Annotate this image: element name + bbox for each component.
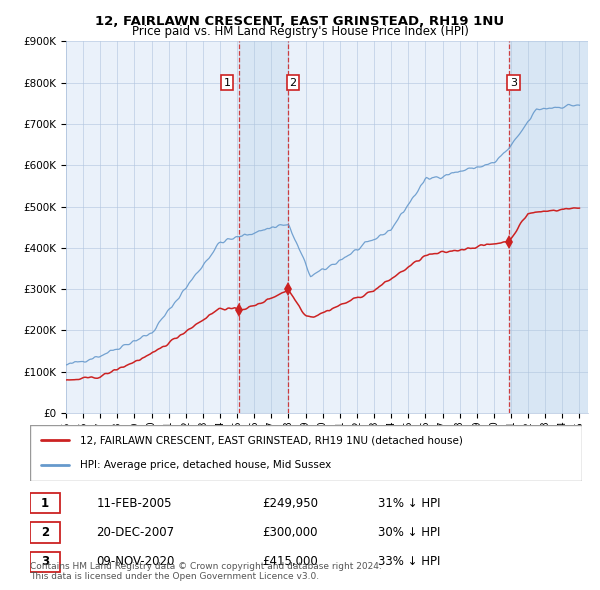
Bar bbox=[30, 552, 61, 572]
Text: £300,000: £300,000 bbox=[262, 526, 317, 539]
Text: 3: 3 bbox=[41, 555, 49, 568]
Text: 11-FEB-2005: 11-FEB-2005 bbox=[96, 497, 172, 510]
Text: 33% ↓ HPI: 33% ↓ HPI bbox=[378, 555, 440, 568]
Text: 3: 3 bbox=[510, 78, 517, 87]
Text: Price paid vs. HM Land Registry's House Price Index (HPI): Price paid vs. HM Land Registry's House … bbox=[131, 25, 469, 38]
Text: 1: 1 bbox=[224, 78, 230, 87]
Bar bbox=[30, 493, 61, 513]
Text: 31% ↓ HPI: 31% ↓ HPI bbox=[378, 497, 440, 510]
Text: 12, FAIRLAWN CRESCENT, EAST GRINSTEAD, RH19 1NU (detached house): 12, FAIRLAWN CRESCENT, EAST GRINSTEAD, R… bbox=[80, 435, 463, 445]
Text: 09-NOV-2020: 09-NOV-2020 bbox=[96, 555, 175, 568]
Bar bbox=[509, 41, 588, 413]
Text: 2: 2 bbox=[41, 526, 49, 539]
Text: HPI: Average price, detached house, Mid Sussex: HPI: Average price, detached house, Mid … bbox=[80, 460, 331, 470]
Bar bbox=[30, 522, 61, 543]
Text: 30% ↓ HPI: 30% ↓ HPI bbox=[378, 526, 440, 539]
Text: £249,950: £249,950 bbox=[262, 497, 318, 510]
Text: £415,000: £415,000 bbox=[262, 555, 317, 568]
Text: 12, FAIRLAWN CRESCENT, EAST GRINSTEAD, RH19 1NU: 12, FAIRLAWN CRESCENT, EAST GRINSTEAD, R… bbox=[95, 15, 505, 28]
Text: 20-DEC-2007: 20-DEC-2007 bbox=[96, 526, 175, 539]
Text: 1: 1 bbox=[41, 497, 49, 510]
Text: Contains HM Land Registry data © Crown copyright and database right 2024.
This d: Contains HM Land Registry data © Crown c… bbox=[30, 562, 382, 581]
Bar bbox=[239, 41, 288, 413]
Text: 2: 2 bbox=[290, 78, 296, 87]
